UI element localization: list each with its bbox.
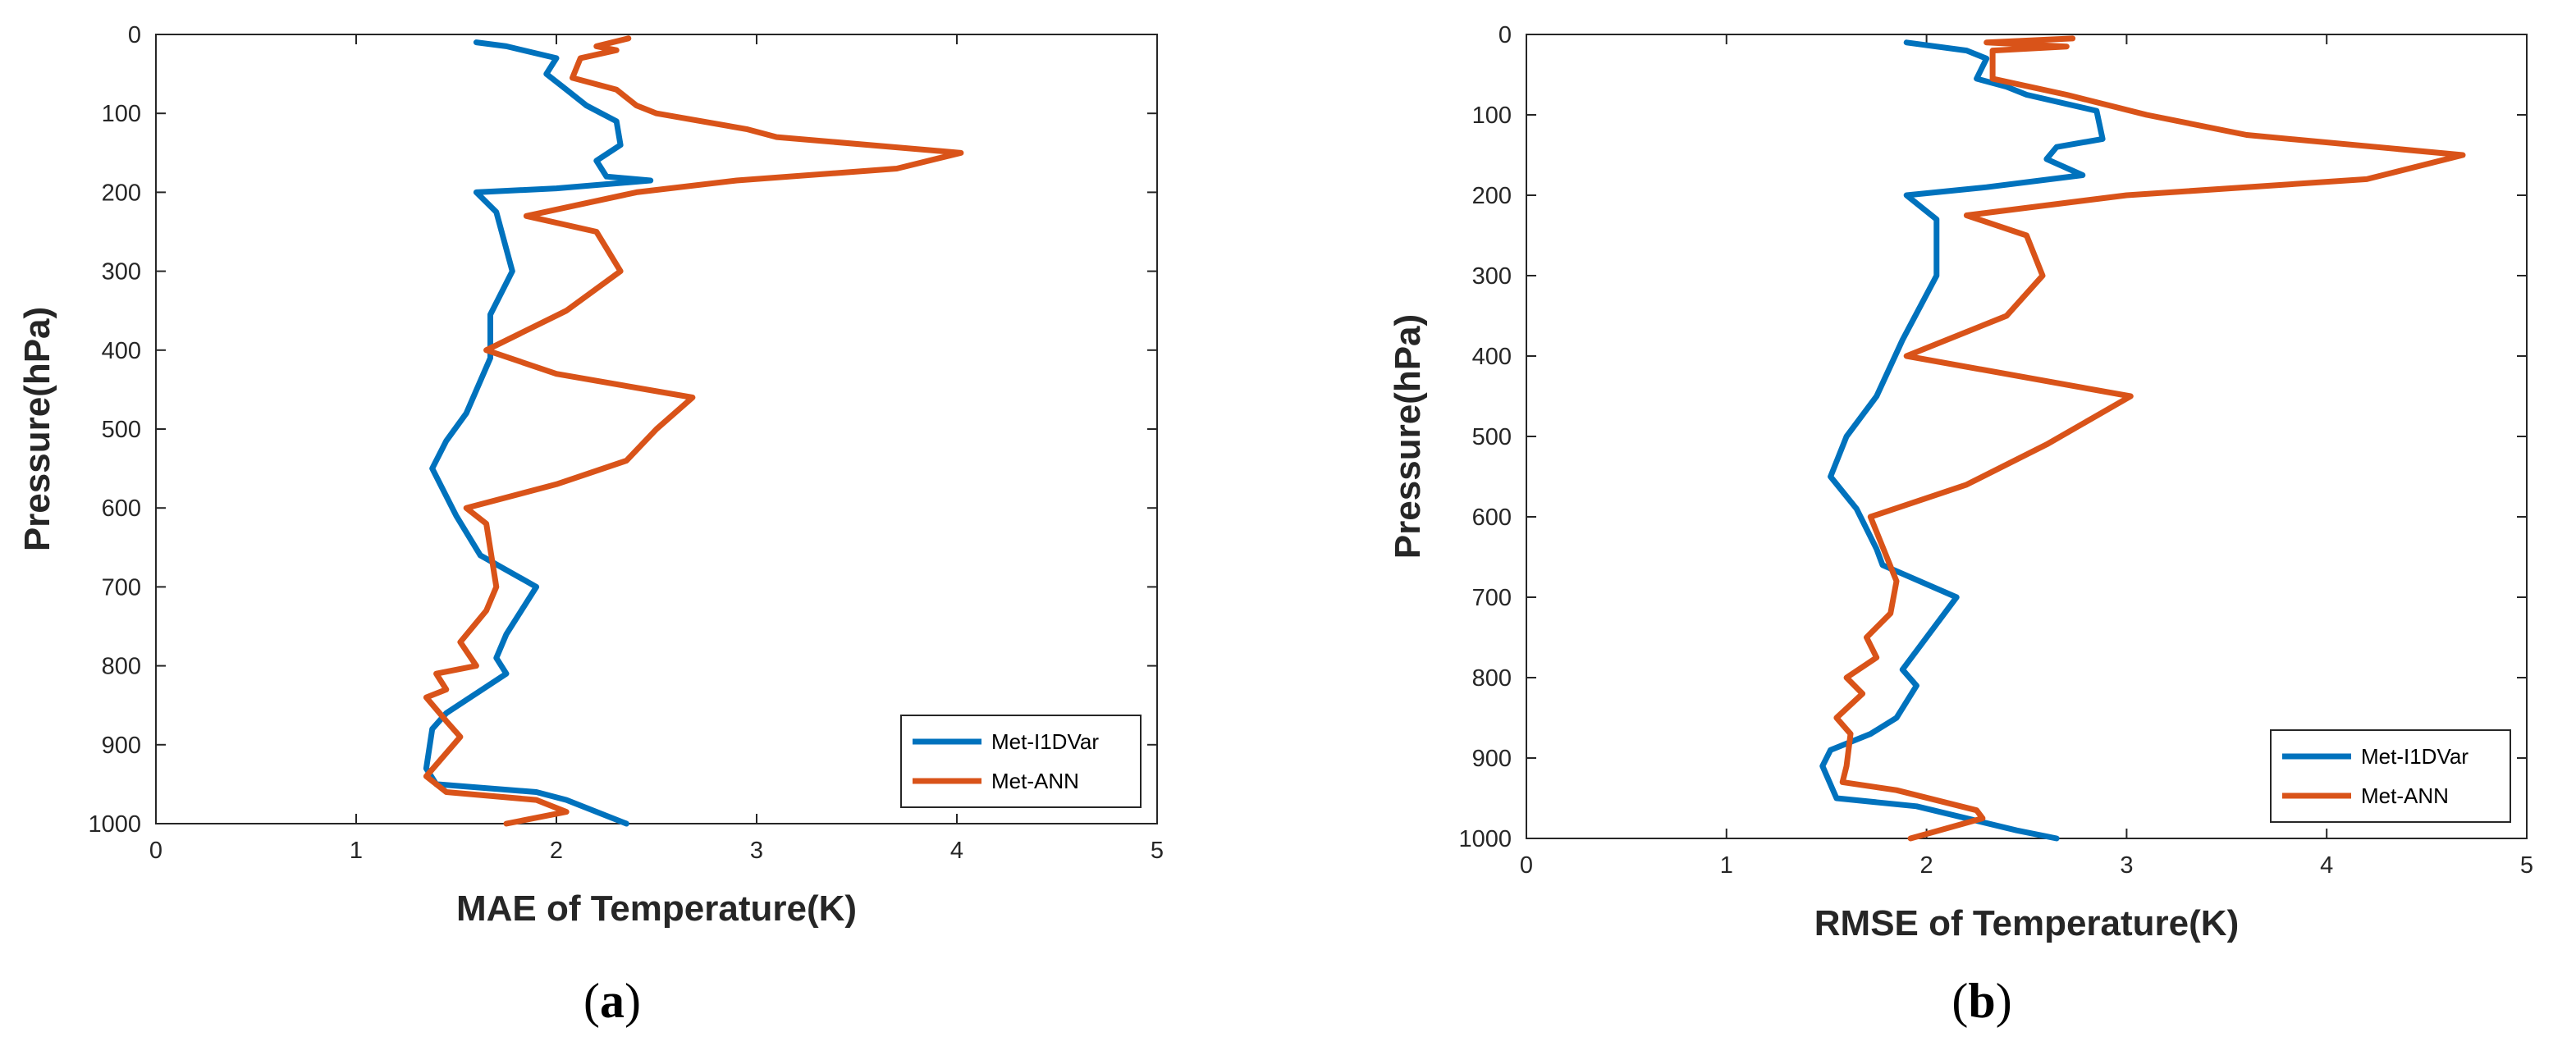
panel-b: 0 1 2 3 4 5 0 100 200 300 400 500 600 700 800 900 1000 RM…: [1388, 22, 2533, 1028]
y-tick-label: 0: [128, 22, 141, 48]
x-tick-label: 3: [2120, 852, 2133, 879]
x-tick-label: 2: [1920, 852, 1933, 879]
panel-a: 0 1 2 3 4 5 0 100 200 300 400 500 600 700 800 900 1000 MA…: [17, 22, 1164, 1028]
x-tick-label: 0: [1520, 852, 1533, 879]
y-tick-label: 500: [102, 417, 141, 443]
y-tick-label: 600: [1472, 505, 1512, 531]
x-tick-label: 5: [1151, 838, 1164, 864]
panel-letter: a: [600, 974, 625, 1028]
panel-label: (a): [583, 974, 641, 1028]
x-axis-label: RMSE of Temperature(K): [1814, 903, 2239, 943]
x-tick-label: 4: [2320, 852, 2333, 879]
legend-label: Met-ANN: [2361, 783, 2449, 808]
y-tick-label: 300: [1472, 263, 1512, 290]
y-tick-label: 100: [102, 101, 141, 127]
y-tick-label: 200: [1472, 183, 1512, 209]
x-tick-label: 2: [550, 838, 563, 864]
y-tick-label: 200: [102, 180, 141, 206]
panel-label: (b): [1951, 974, 2011, 1028]
y-tick-label: 400: [1472, 344, 1512, 370]
y-tick-label: 700: [102, 574, 141, 601]
y-tick-label: 900: [1472, 746, 1512, 772]
panel-letter: b: [1968, 974, 1995, 1028]
legend-label: Met-I1DVar: [991, 729, 1099, 754]
y-axis-label: Pressure(hPa): [17, 307, 57, 551]
legend-box: [900, 715, 1142, 808]
legend-label: Met-I1DVar: [2361, 744, 2468, 769]
legend: Met-I1DVar Met-ANN: [900, 715, 1142, 808]
y-tick-label: 700: [1472, 585, 1512, 611]
legend-label: Met-ANN: [991, 769, 1079, 793]
x-tick-label: 1: [350, 838, 363, 864]
y-tick-label: 900: [102, 733, 141, 759]
series-line-met-ann: [1833, 35, 2466, 842]
x-tick-label: 5: [2520, 852, 2533, 879]
legend-box: [2270, 729, 2511, 823]
y-tick-label: 800: [1472, 665, 1512, 692]
x-tick-label: 3: [750, 838, 763, 864]
y-tick-label: 400: [102, 338, 141, 364]
x-tick-label: 4: [950, 838, 963, 864]
y-tick-label: 1000: [88, 811, 141, 838]
axes-box: [1526, 34, 2528, 839]
y-tick-label: 100: [1472, 103, 1512, 129]
x-tick-label: 1: [1720, 852, 1733, 879]
y-tick-label: 300: [102, 259, 141, 285]
y-tick-label: 500: [1472, 424, 1512, 450]
legend: Met-I1DVar Met-ANN: [2270, 729, 2511, 823]
y-tick-label: 800: [102, 654, 141, 680]
x-tick-label: 0: [149, 838, 162, 864]
y-tick-label: 600: [102, 496, 141, 522]
series-line-met-i1dvar: [423, 39, 654, 827]
y-axis-label: Pressure(hPa): [1388, 314, 1428, 559]
series-line-met-ann: [423, 35, 964, 827]
series-line-met-i1dvar: [1819, 39, 2106, 842]
y-tick-label: 0: [1498, 22, 1512, 48]
y-tick-label: 1000: [1458, 826, 1512, 852]
x-axis-label: MAE of Temperature(K): [456, 888, 857, 929]
